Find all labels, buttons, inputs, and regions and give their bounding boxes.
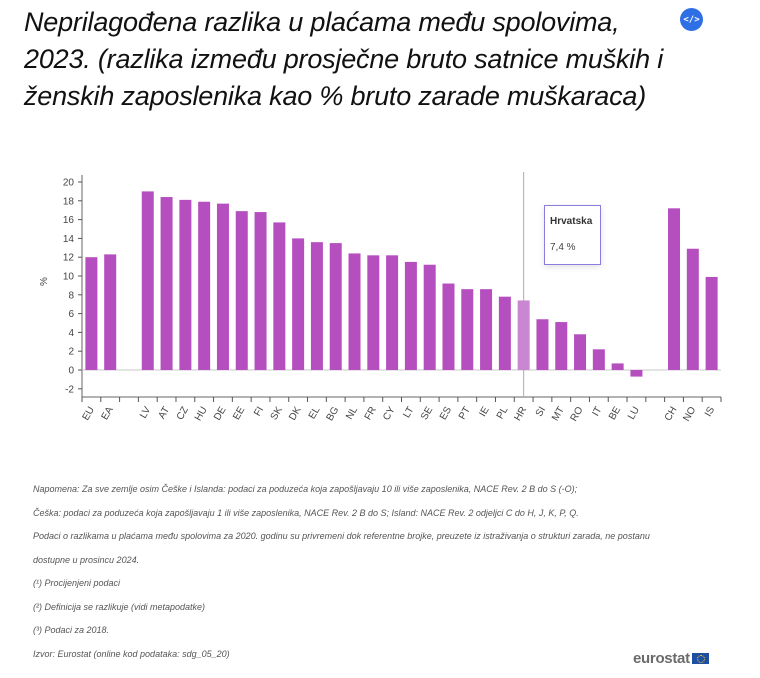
bar-fr[interactable] (367, 255, 380, 370)
chart-title: Neprilagođena razlika u plaćama među spo… (24, 7, 664, 111)
bar-ee[interactable] (235, 211, 248, 370)
bar-es[interactable] (442, 283, 455, 370)
x-tick-label: LU (626, 405, 642, 422)
x-tick-label: MT (550, 405, 567, 423)
bar-hr[interactable] (517, 300, 530, 370)
x-tick-label: DK (287, 405, 304, 423)
x-tick-label: SI (534, 405, 548, 419)
x-tick-label: BE (607, 405, 623, 422)
bar-pl[interactable] (498, 296, 511, 370)
x-tick-label: AT (157, 405, 173, 421)
x-tick-label: EE (231, 405, 247, 422)
bar-lu[interactable] (630, 370, 643, 377)
tooltip: Hrvatska 7,4 % (544, 205, 601, 265)
note-line: Napomena: Za sve zemlje osim Češke i Isl… (33, 484, 578, 494)
x-tick-label: NO (681, 405, 698, 424)
eurostat-logo[interactable]: eurostat (633, 650, 709, 667)
y-tick-label: 16 (63, 215, 75, 226)
x-tick-label: EA (100, 405, 116, 422)
bar-cz[interactable] (179, 199, 192, 370)
chart-canvas: -2 0 2 4 6 8 10 12 14 16 18 20 EU EA LV AT CZ HU DE EE FI SK D… (63, 172, 722, 424)
y-tick-label: 6 (68, 309, 74, 320)
note-line: Češka: podaci za poduzeća koja zapošljav… (33, 507, 579, 518)
note-line: (²) Definicija se razlikuje (vidi metapo… (33, 601, 206, 612)
bar-nl[interactable] (348, 253, 361, 370)
y-tick-label: 10 (63, 272, 75, 283)
x-tick-label: IE (477, 405, 491, 419)
bar-ea[interactable] (104, 254, 117, 370)
tooltip-country: Hrvatska (550, 216, 593, 227)
bar-be[interactable] (611, 363, 624, 370)
x-tick-label: LV (138, 405, 153, 421)
bar-is[interactable] (705, 276, 718, 370)
bar-el[interactable] (310, 242, 323, 370)
x-tick-label: FR (363, 405, 379, 422)
x-tick-label: DE (212, 405, 229, 423)
x-tick-label: PT (457, 405, 473, 422)
x-tick-label: SE (419, 405, 435, 422)
bar-lv[interactable] (141, 191, 154, 370)
y-tick-label: 20 (63, 178, 75, 189)
bar-se[interactable] (423, 264, 436, 370)
bar-pt[interactable] (461, 289, 474, 370)
x-tick-label: BG (325, 405, 342, 423)
x-tick-label: IT (590, 405, 604, 418)
bar-chart: -2 0 2 4 6 8 10 12 14 16 18 20 EU EA LV AT CZ HU DE EE FI SK D… (38, 172, 722, 424)
x-tick-label: RO (569, 405, 586, 424)
x-tick-label: PL (495, 405, 511, 421)
x-tick-label: NL (344, 405, 360, 422)
logo-text: eurostat (633, 650, 690, 667)
bar-eu[interactable] (85, 257, 98, 370)
eu-flag-icon (691, 653, 709, 664)
tooltip-value: 7,4 % (550, 242, 576, 253)
x-tick-label: LT (402, 405, 417, 420)
y-tick-label: 18 (63, 196, 75, 207)
bar-bg[interactable] (329, 243, 342, 370)
footnotes: Napomena: Za sve zemlje osim Češke i Isl… (33, 482, 733, 670)
x-tick-label: CZ (175, 405, 191, 422)
bar-fi[interactable] (254, 212, 267, 370)
x-tick-label: HR (513, 405, 530, 423)
bar-de[interactable] (216, 203, 229, 370)
bar-hu[interactable] (198, 201, 211, 370)
y-tick-label: 2 (68, 347, 74, 358)
bar-cy[interactable] (386, 255, 399, 370)
x-tick-label: FI (252, 405, 266, 418)
source-line: Izvor: Eurostat (online kod podataka: sd… (33, 648, 230, 659)
bar-ro[interactable] (574, 334, 587, 370)
x-tick-label: ES (438, 405, 454, 422)
x-tick-label: HU (193, 405, 210, 423)
bar-at[interactable] (160, 197, 173, 370)
bar-it[interactable] (592, 349, 605, 370)
x-tick-label: CH (663, 405, 680, 423)
x-tick-label: EL (307, 405, 323, 421)
y-tick-label: 12 (63, 253, 75, 264)
embed-button[interactable]: </> (680, 8, 703, 31)
y-tick-label: 4 (68, 328, 74, 339)
bar-ch[interactable] (668, 208, 681, 370)
x-tick-label: SK (269, 405, 285, 422)
note-line: (¹) Procijenjeni podaci (33, 578, 121, 588)
x-tick-label: IS (703, 405, 717, 419)
bar-mt[interactable] (555, 322, 568, 370)
y-tick-label: -2 (65, 384, 74, 395)
note-line: dostupne u prosincu 2024. (33, 554, 140, 565)
bar-ie[interactable] (480, 289, 493, 370)
note-line: (³) Podaci za 2018. (33, 625, 110, 635)
bar-sk[interactable] (273, 222, 286, 370)
y-tick-label: 0 (68, 366, 74, 377)
y-tick-label: 8 (68, 290, 74, 301)
note-line: Podaci o razlikama u plaćama među spolov… (33, 531, 650, 541)
bar-si[interactable] (536, 319, 549, 370)
bar-no[interactable] (686, 248, 699, 370)
x-tick-label: EU (81, 405, 97, 423)
y-axis-label: % (38, 277, 50, 286)
bar-lt[interactable] (404, 261, 417, 370)
bar-dk[interactable] (292, 238, 305, 370)
x-tick-label: CY (381, 405, 398, 423)
y-tick-label: 14 (63, 234, 75, 245)
code-embed-icon: </> (683, 14, 700, 25)
